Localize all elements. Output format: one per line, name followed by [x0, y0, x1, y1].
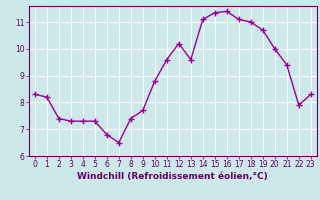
- X-axis label: Windchill (Refroidissement éolien,°C): Windchill (Refroidissement éolien,°C): [77, 172, 268, 181]
